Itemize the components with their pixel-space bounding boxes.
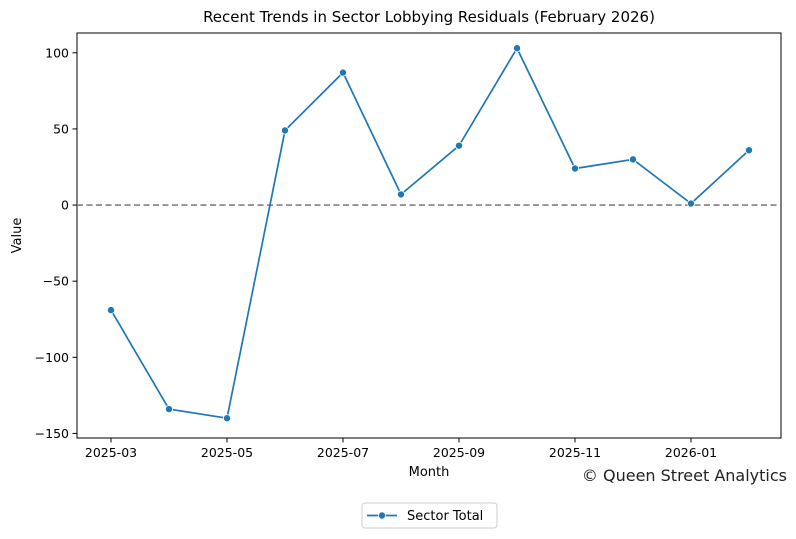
y-tick-label: −50 bbox=[43, 274, 69, 289]
series-line-sector-total bbox=[110, 46, 750, 420]
data-point[interactable] bbox=[107, 306, 116, 315]
plot-area bbox=[76, 32, 782, 439]
credit-text: © Queen Street Analytics bbox=[582, 466, 787, 485]
legend[interactable]: Sector Total bbox=[361, 502, 498, 529]
x-tick-label: 2025-11 bbox=[549, 445, 601, 460]
y-tick-label: −150 bbox=[35, 426, 69, 441]
data-point[interactable] bbox=[454, 141, 463, 150]
y-axis-label: Value bbox=[10, 218, 25, 254]
data-point[interactable] bbox=[571, 164, 580, 173]
x-axis: 2025-03 2025-05 2025-07 2025-09 2025-11 2026-… bbox=[85, 438, 717, 460]
y-tick-label: 50 bbox=[53, 121, 69, 136]
y-tick-label: 100 bbox=[45, 45, 69, 60]
data-point[interactable] bbox=[338, 68, 347, 77]
x-tick-label: 2025-07 bbox=[317, 445, 369, 460]
data-point[interactable] bbox=[396, 190, 405, 199]
y-axis: 100 50 0 −50 −100 −150 bbox=[35, 45, 77, 441]
legend-entry-sector-total: Sector Total bbox=[407, 509, 483, 524]
data-point[interactable] bbox=[629, 155, 638, 164]
data-point[interactable] bbox=[745, 146, 754, 155]
data-point[interactable] bbox=[164, 405, 173, 414]
y-tick-label: 0 bbox=[61, 198, 69, 213]
x-axis-label: Month bbox=[409, 465, 450, 480]
data-point[interactable] bbox=[513, 44, 522, 53]
x-tick-label: 2025-09 bbox=[433, 445, 485, 460]
x-tick-label: 2025-03 bbox=[85, 445, 137, 460]
data-point[interactable] bbox=[687, 199, 696, 208]
x-tick-label: 2026-01 bbox=[665, 445, 717, 460]
data-point[interactable] bbox=[280, 126, 289, 135]
chart-title: Recent Trends in Sector Lobbying Residua… bbox=[203, 8, 655, 26]
x-tick-label: 2025-05 bbox=[201, 445, 253, 460]
series-markers bbox=[107, 44, 754, 423]
data-point[interactable] bbox=[222, 414, 231, 423]
legend-marker-swatch bbox=[377, 511, 386, 520]
legend-box bbox=[361, 502, 498, 529]
y-tick-label: −100 bbox=[35, 350, 69, 365]
